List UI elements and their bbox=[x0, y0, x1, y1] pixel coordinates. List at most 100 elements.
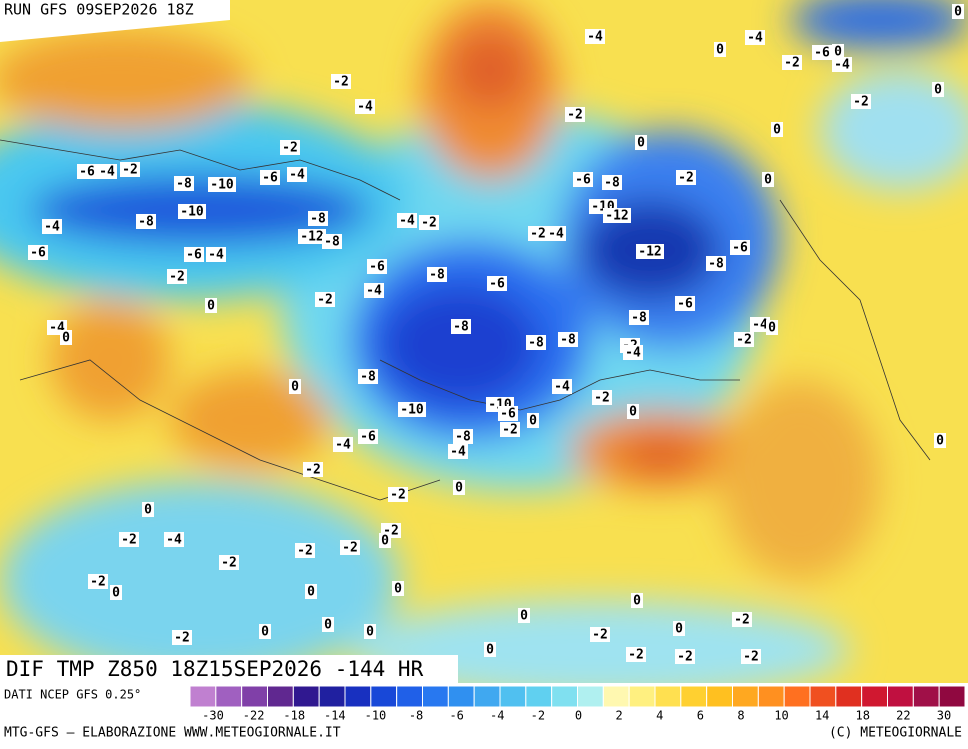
contour-label-box bbox=[635, 135, 647, 150]
colorbar-swatch bbox=[861, 685, 889, 708]
contour-label: -4 bbox=[366, 284, 382, 299]
contour-label-box bbox=[932, 82, 944, 97]
field-label-box bbox=[0, 655, 458, 683]
contour-label-box bbox=[552, 379, 572, 394]
contour-label: 0 bbox=[207, 299, 215, 314]
colorbar-swatch bbox=[835, 685, 863, 708]
colorbar-swatch bbox=[783, 685, 811, 708]
contour-label: -6 bbox=[814, 46, 830, 61]
contour-label: 0 bbox=[381, 534, 389, 549]
contour-label: -6 bbox=[369, 260, 385, 275]
contour-label-box bbox=[322, 234, 342, 249]
source-label: DATI NCEP GFS 0.25° bbox=[4, 688, 141, 702]
contour-label-box bbox=[167, 269, 187, 284]
contour-label-box bbox=[675, 649, 695, 664]
contour-label: -4 bbox=[399, 214, 415, 229]
contour-label: 0 bbox=[716, 43, 724, 58]
contour-label-box bbox=[305, 584, 317, 599]
colorbar-swatch bbox=[447, 685, 475, 708]
contour-label: -6 bbox=[360, 430, 376, 445]
colorbar-tick-label: -6 bbox=[449, 709, 463, 723]
contour-label-box bbox=[603, 208, 631, 223]
colorbar-tick-label: -18 bbox=[283, 709, 305, 723]
colorbar-swatch bbox=[551, 685, 579, 708]
contour-label: -2 bbox=[734, 613, 750, 628]
colorbar-tick-label: -2 bbox=[531, 709, 545, 723]
contour-label: 0 bbox=[112, 586, 120, 601]
contour-label-box bbox=[77, 164, 97, 179]
contour-label: -8 bbox=[528, 336, 544, 351]
contour-label: 0 bbox=[768, 321, 776, 336]
contour-label-box bbox=[42, 219, 62, 234]
contour-label-box bbox=[771, 122, 783, 137]
contour-label-box bbox=[832, 44, 844, 59]
contour-label: -6 bbox=[262, 171, 278, 186]
colorbar-swatch bbox=[318, 685, 346, 708]
contour-label: 0 bbox=[324, 618, 332, 633]
contour-label-box bbox=[714, 42, 726, 57]
contour-label: 0 bbox=[291, 380, 299, 395]
contour-label-box bbox=[397, 213, 417, 228]
contour-label: -8 bbox=[429, 268, 445, 283]
contour-label-box bbox=[364, 624, 376, 639]
contour-label: -2 bbox=[594, 391, 610, 406]
contour-label-box bbox=[832, 57, 852, 72]
contour-label-box bbox=[208, 177, 236, 192]
contour-label-box bbox=[287, 167, 307, 182]
contour-label: -4 bbox=[208, 248, 224, 263]
contour-label: -4 bbox=[166, 533, 182, 548]
contour-label: -8 bbox=[631, 311, 647, 326]
contour-label-box bbox=[741, 649, 761, 664]
contour-label-box bbox=[388, 487, 408, 502]
contour-label-box bbox=[451, 319, 471, 334]
contour-label: -2 bbox=[305, 463, 321, 478]
contour-label: -8 bbox=[604, 176, 620, 191]
contour-label-box bbox=[453, 480, 465, 495]
contour-label-box bbox=[590, 627, 610, 642]
colorbar-tick-label: -4 bbox=[490, 709, 504, 723]
contour-label: -2 bbox=[502, 423, 518, 438]
contour-label-box bbox=[750, 317, 770, 332]
contour-label: 0 bbox=[486, 643, 494, 658]
contour-label-box bbox=[484, 642, 496, 657]
contour-label-box bbox=[355, 99, 375, 114]
contour-label-box bbox=[119, 532, 139, 547]
contour-label-box bbox=[952, 4, 964, 19]
contour-label: -2 bbox=[221, 556, 237, 571]
contour-label-box bbox=[364, 283, 384, 298]
contour-label: -2 bbox=[297, 544, 313, 559]
contour-label-box bbox=[315, 292, 335, 307]
contour-label-box bbox=[573, 172, 593, 187]
colorbar-tick-label: 0 bbox=[575, 709, 582, 723]
colorbar-tick-label: 2 bbox=[615, 709, 622, 723]
contour-label-box bbox=[734, 332, 754, 347]
colorbar-tick-label: -22 bbox=[243, 709, 265, 723]
contour-label-box bbox=[676, 170, 696, 185]
contour-label: -2 bbox=[121, 533, 137, 548]
contour-label: 0 bbox=[633, 594, 641, 609]
contour-label-box bbox=[172, 630, 192, 645]
contour-label: -2 bbox=[282, 141, 298, 156]
contour-label: -2 bbox=[421, 216, 437, 231]
contour-label-box bbox=[812, 45, 832, 60]
colorbar-swatch bbox=[887, 685, 914, 708]
contour-label-box bbox=[110, 585, 122, 600]
contour-label: 0 bbox=[675, 622, 683, 637]
contour-label: -2 bbox=[530, 227, 546, 242]
contour-label: -10 bbox=[180, 205, 204, 220]
contour-label: 0 bbox=[764, 173, 772, 188]
contour-label-box bbox=[358, 369, 378, 384]
contour-label: -8 bbox=[310, 212, 326, 227]
contour-label: -6 bbox=[732, 241, 748, 256]
contour-label: -2 bbox=[628, 648, 644, 663]
contour-label-box bbox=[120, 162, 140, 177]
contour-label-box bbox=[28, 245, 48, 260]
contour-label: -4 bbox=[747, 31, 763, 46]
contour-label-box bbox=[745, 30, 765, 45]
contour-label-box bbox=[88, 574, 108, 589]
contour-label-box bbox=[358, 429, 378, 444]
contour-label: -12 bbox=[638, 245, 661, 260]
contour-label-box bbox=[322, 617, 334, 632]
colorbar-swatch bbox=[602, 685, 630, 708]
contour-label: 0 bbox=[936, 434, 944, 449]
